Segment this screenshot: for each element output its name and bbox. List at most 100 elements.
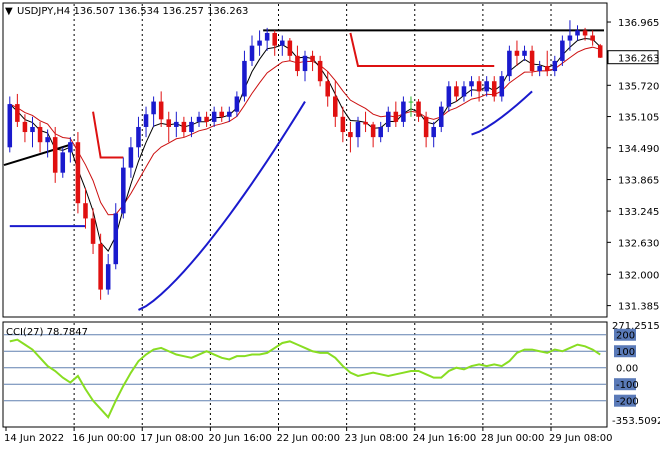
candle-body [317,60,323,82]
candle-body [484,81,489,92]
candle-body [242,60,247,97]
candle-body [257,40,262,46]
candle-body [166,119,172,127]
candle-body [499,76,505,97]
candle-body [408,101,414,103]
candle-body [476,81,482,92]
candle-body [567,35,573,41]
candle-body [454,86,459,97]
candle-body [113,213,119,265]
indicator-tick-label: -100 [616,380,639,391]
chart-title: USDJPY,H4 136.507 136.534 136.257 136.26… [17,6,248,17]
price-pane-frame [2,2,608,318]
indicator-tick-label: 200 [616,331,635,342]
candle-body [174,121,179,127]
cci-level-tag [614,394,636,407]
candle-body [302,55,308,72]
indicator-tick-label: 271.2515 [612,321,660,332]
time-tick-label: 17 Jun 08:00 [140,433,204,444]
candle-body [514,50,520,56]
candle-body [30,126,35,133]
candle-body [204,116,209,122]
indicator-tick-label: 100 [616,347,635,358]
candle-body [385,111,391,127]
candle-body [348,132,353,138]
candle-body [98,243,103,290]
candle-body [22,121,28,133]
candle-body [582,30,588,36]
candle-body [60,152,66,173]
indicator-tick-label: 0.00 [616,364,638,375]
candle-body [121,167,126,214]
time-tick-label: 28 Jun 00:00 [481,433,545,444]
time-tick-label: 29 Jun 08:00 [549,433,613,444]
candle-body [181,121,187,133]
candle-body [522,50,527,56]
time-tick-label: 22 Jun 00:00 [277,433,341,444]
price-tick-label: 132.630 [618,238,659,249]
candle-body [15,104,20,122]
symbol-marker-icon: ▼ [5,6,13,17]
candle-body [37,126,43,143]
time-tick-label: 14 Jun 2022 [4,433,64,444]
candle-body [90,218,96,244]
cci-level-tag [614,378,636,391]
candle-body [295,55,300,72]
candle-body [136,126,141,148]
price-tick-label: 136.965 [618,18,659,29]
candle-body [227,111,232,117]
candle-body [333,96,338,117]
candle-body [469,81,474,87]
candle-body [189,121,194,133]
candle-body [423,116,429,138]
candle-body [287,40,293,56]
candle-body [272,32,277,46]
price-tick-label: 135.720 [618,81,659,92]
candle-body [52,137,58,173]
candle-body [363,121,368,125]
cci-line-group [9,338,601,419]
candle-body [401,101,406,122]
candle-body [310,55,315,61]
candle-body [196,116,202,122]
candle-body [393,111,399,122]
candle-body [461,86,467,97]
stop-line-blue [471,90,533,136]
candle-body [128,147,134,168]
candle-body [355,121,361,138]
candle-body [590,35,595,41]
price-axis: 136.965136.250135.720135.105134.490133.8… [607,18,659,313]
candle-body [151,101,156,115]
price-tick-label: 131.385 [618,302,659,313]
candle-body [264,32,270,41]
indicator-tick-label: -353.5092 [612,416,660,427]
price-tick-label: 135.105 [618,113,659,124]
candle-body [416,101,421,117]
candle-body [219,111,225,117]
candle-body [325,81,330,97]
price-tick-label: 133.245 [618,207,659,218]
cci-line [9,338,601,419]
candle-body [438,106,444,127]
candle-body [552,60,558,72]
candle-body [158,101,164,120]
candle-body [575,30,580,36]
indicator-tick-label: -200 [616,397,639,408]
candle-body [249,45,255,61]
indicator-pane-frame [2,321,608,428]
time-tick-label: 24 Jun 16:00 [413,433,477,444]
time-tick-label: 20 Jun 16:00 [208,433,272,444]
trend-line [3,143,71,167]
indicator-title: CCI(27) 78.7847 [6,327,88,338]
candle-body [446,86,452,107]
candle-body [75,142,81,204]
candle-body [211,111,217,122]
candle-body [529,50,535,72]
candle-body [597,45,603,58]
stop-line-blue [138,101,306,311]
stop-line-red [349,32,495,67]
time-axis: 14 Jun 2022 16 Jun 00:00 17 Jun 08:00 20 Ju… [4,427,613,444]
price-tick-label: 132.000 [618,270,659,281]
candles [7,20,603,300]
